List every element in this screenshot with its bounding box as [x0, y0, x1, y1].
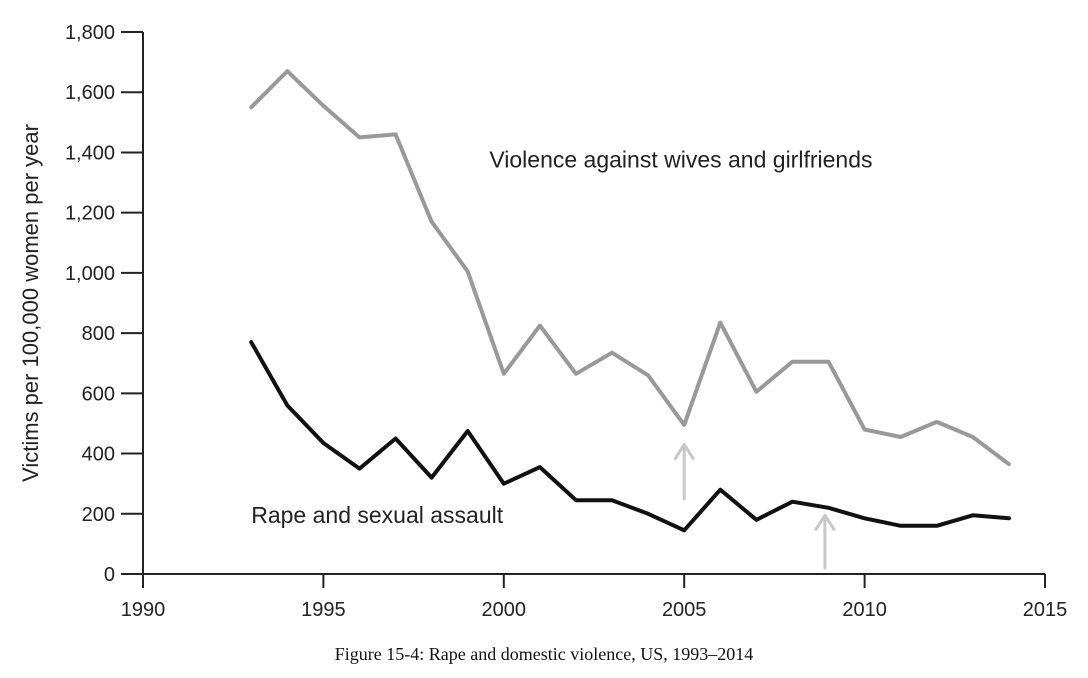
series-label-violence-against-wives-and-girlfriends: Violence against wives and girlfriends [489, 147, 872, 173]
series-label-rape-and-sexual-assault: Rape and sexual assault [251, 502, 503, 528]
x-tick-label: 1990 [121, 599, 166, 621]
arrow-head [673, 443, 695, 461]
annotation-arrow [673, 443, 695, 501]
y-tick-label: 1,000 [65, 263, 115, 285]
series-labels: Violence against wives and girlfriends Ra… [251, 147, 872, 528]
figure-caption: Figure 15-4: Rape and domestic violence,… [335, 644, 753, 664]
annotation-arrow [814, 513, 836, 570]
series-line-rape-and-sexual-assault [249, 340, 1011, 533]
y-tick-label: 0 [104, 564, 115, 586]
x-tick-label: 1995 [301, 599, 346, 621]
y-tick-label: 1,600 [65, 82, 115, 104]
arrow-head [814, 513, 836, 531]
annotations [673, 443, 836, 570]
x-tick-label: 2005 [662, 599, 707, 621]
axes [142, 32, 1045, 575]
y-tick-label: 200 [82, 504, 115, 526]
y-tick-label: 1,800 [65, 22, 115, 44]
y-tick-label: 800 [82, 323, 115, 345]
y-tick-label: 600 [82, 383, 115, 405]
x-tick-label: 2010 [842, 599, 887, 621]
x-ticks: 1990 1995 2000 2005 2010 2015 [121, 574, 1068, 621]
series-line-violence-against-wives-and-girlfriends [249, 69, 1011, 467]
y-tick-label: 1,400 [65, 142, 115, 164]
y-tick-label: 400 [82, 444, 115, 466]
y-axis-label: Victims per 100,000 women per year [18, 124, 43, 482]
x-tick-label: 2015 [1023, 599, 1068, 621]
x-tick-label: 2000 [482, 599, 527, 621]
y-tick-label: 1,200 [65, 203, 115, 225]
series-group [249, 69, 1011, 533]
y-ticks: 0 200 400 600 800 1,000 1,200 1,400 1,600 1,800 [65, 22, 143, 586]
